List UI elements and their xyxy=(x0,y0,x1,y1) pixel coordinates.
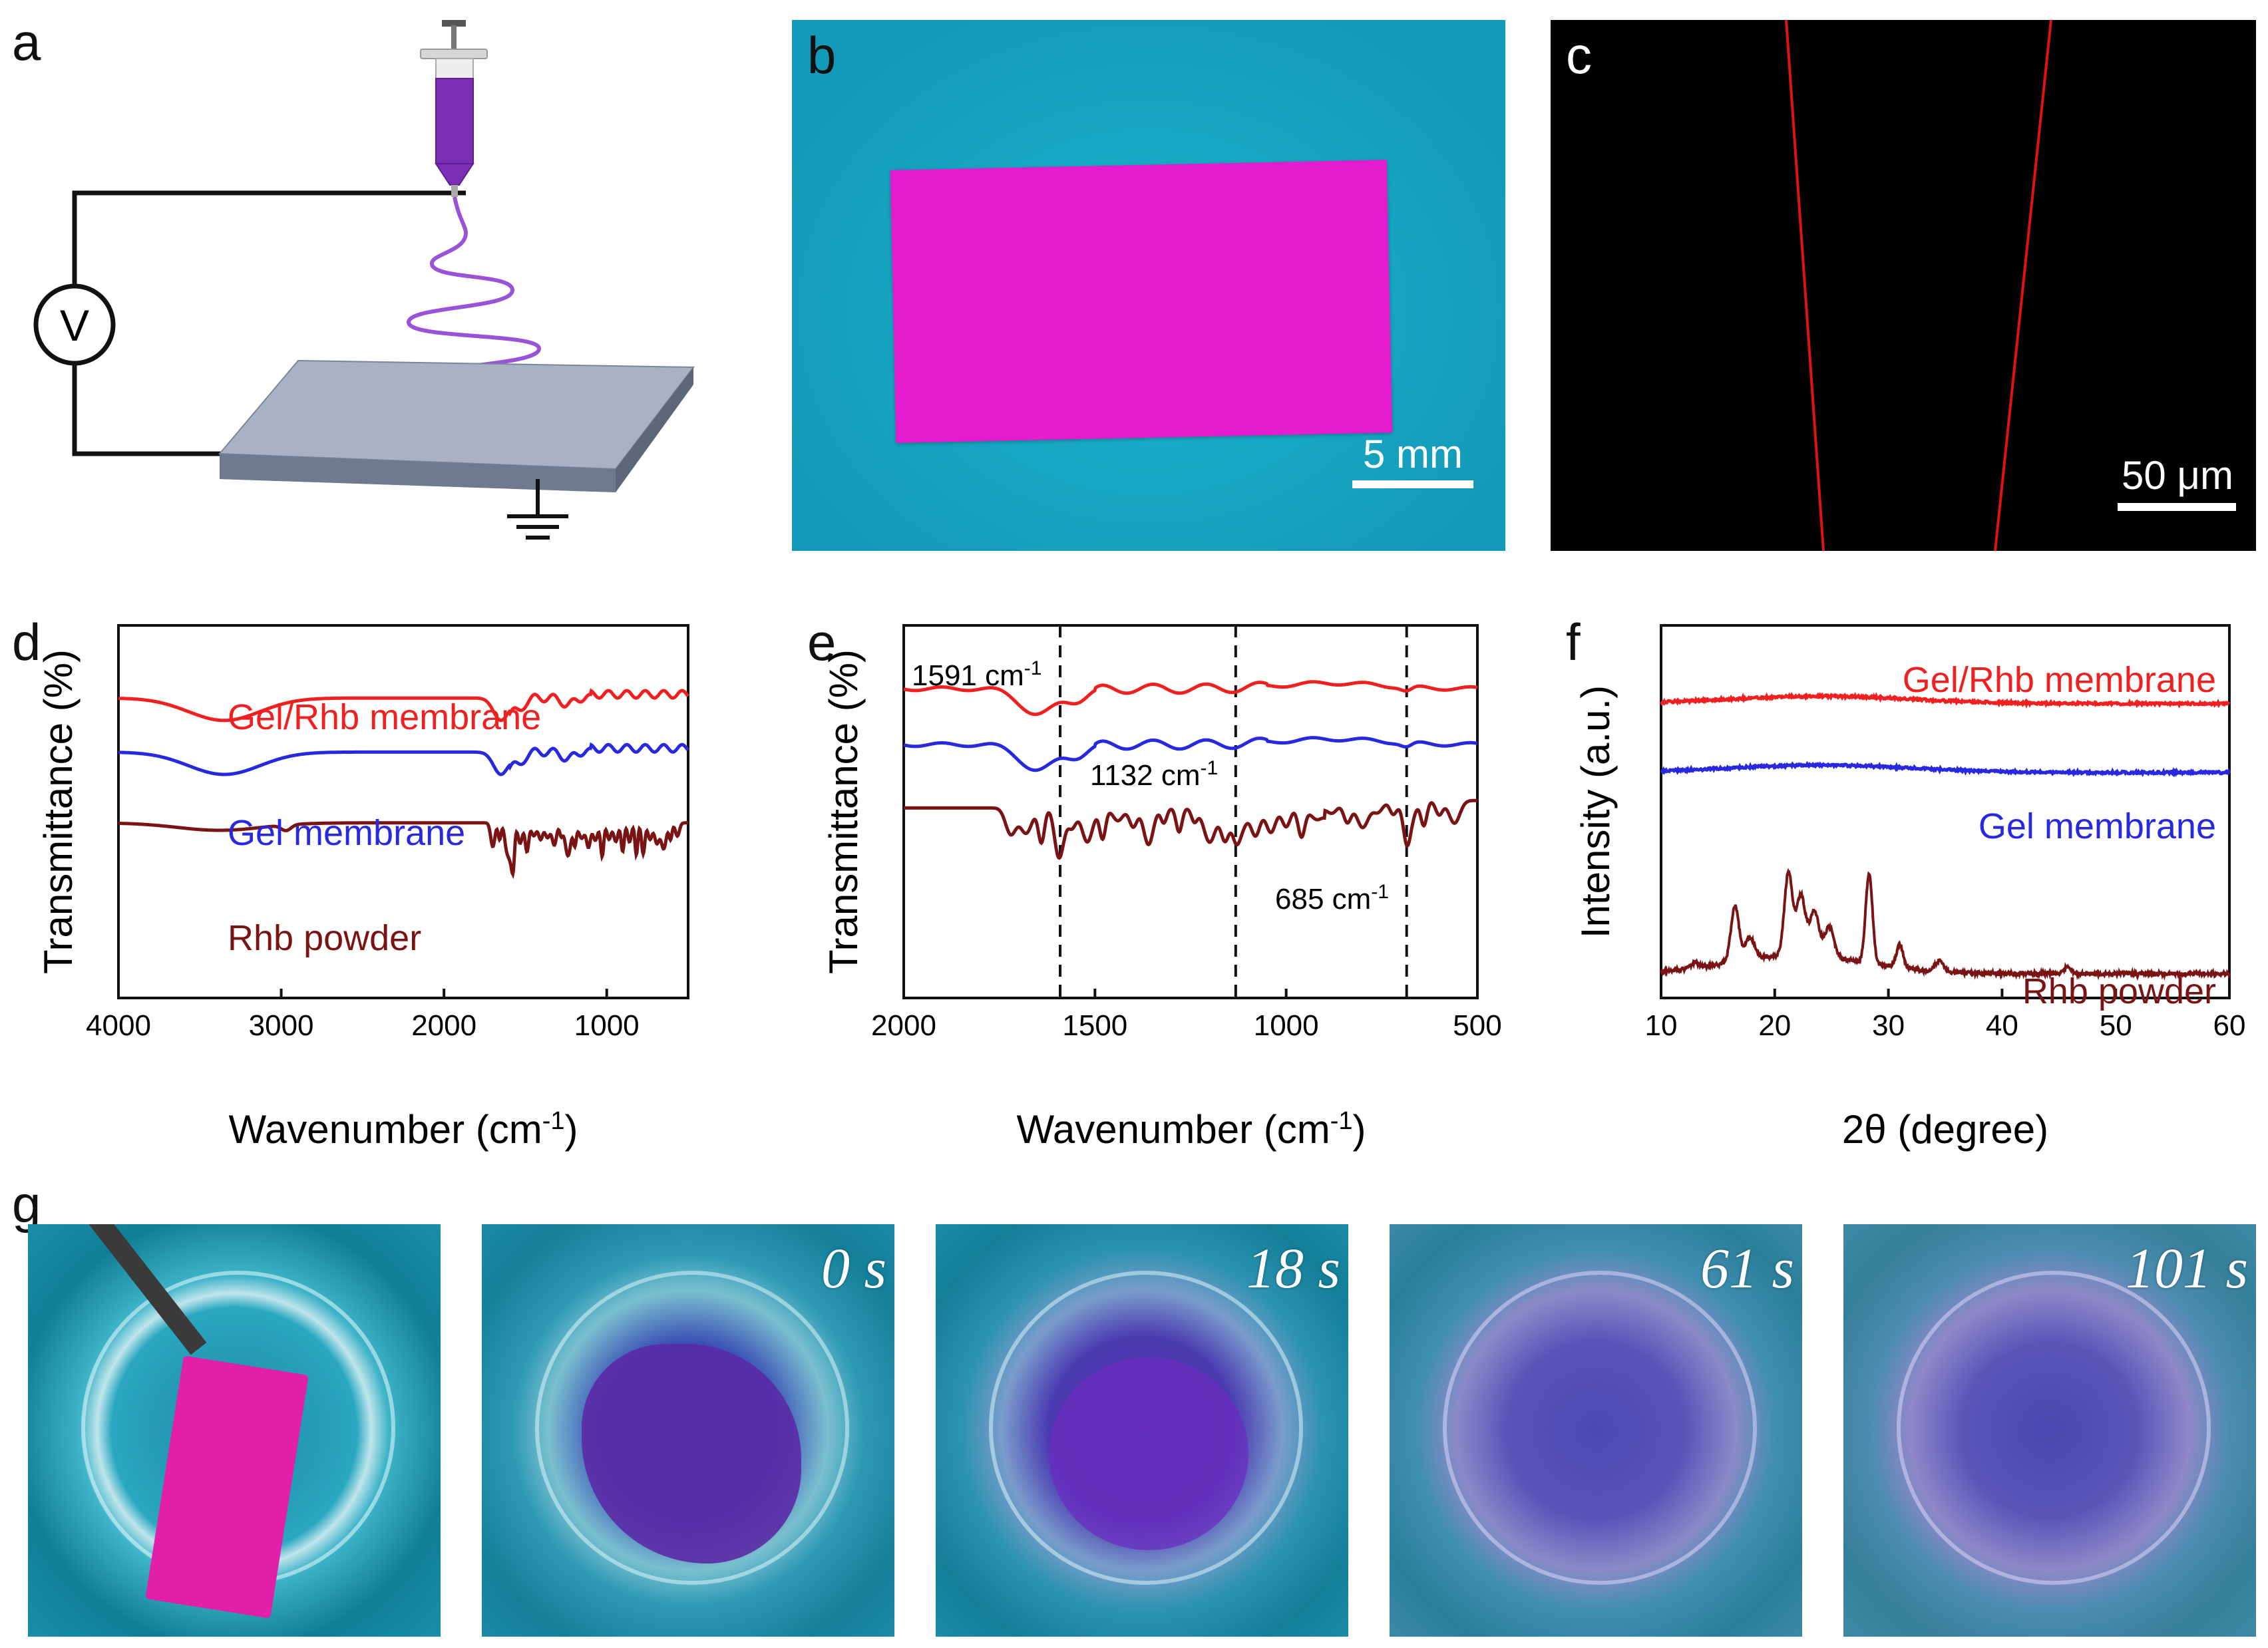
series-line-gel-rhb xyxy=(903,680,1478,717)
x-tick-label: 1000 xyxy=(1254,1009,1319,1042)
dissolving-membrane xyxy=(1049,1357,1248,1550)
scale-bar-b xyxy=(1352,480,1473,488)
annotation-685: 685 cm-1 xyxy=(1275,881,1389,916)
wire-top xyxy=(72,190,466,286)
membrane-photo: 5 mm xyxy=(792,20,1505,551)
series-line-rhb xyxy=(1660,868,2231,981)
xrd-chart-f: 10 20 30 40 50 60 2θ (degree) Intensity (a.u.… xyxy=(1573,624,2246,1152)
electrospinning-schematic: V xyxy=(33,20,695,540)
panel-label-e: e xyxy=(807,613,837,671)
time-label-0s: 0 s xyxy=(821,1236,886,1300)
annotation-1132: 1132 cm-1 xyxy=(1090,757,1218,792)
panel-label-b: b xyxy=(807,26,837,84)
x-ticks: 10 20 30 40 50 60 xyxy=(1645,989,2246,1042)
x-tick-label: 10 xyxy=(1645,1009,1678,1042)
y-axis-label: Transmittance (%) xyxy=(821,649,866,974)
beaker-photo-initial xyxy=(28,1224,441,1637)
legend-rhb: Rhb powder xyxy=(2022,971,2216,1011)
panel-label-d: d xyxy=(12,613,41,671)
x-ticks: 2000 1500 1000 500 xyxy=(871,989,1502,1042)
needle xyxy=(451,185,458,197)
time-label-61s: 61 s xyxy=(1700,1236,1794,1300)
y-axis-label: Transmittance (%) xyxy=(36,649,81,974)
x-tick-label: 30 xyxy=(1872,1009,1905,1042)
x-tick-label: 50 xyxy=(2100,1009,2132,1042)
time-label-18s: 18 s xyxy=(1246,1236,1340,1300)
x-tick-label: 4000 xyxy=(86,1009,151,1042)
series-line-gel xyxy=(903,736,1478,772)
plunger-rod xyxy=(451,25,457,52)
panel-label-a: a xyxy=(12,13,41,71)
x-tick-label: 2000 xyxy=(411,1009,476,1042)
series-line-gel xyxy=(118,742,689,776)
y-axis-label: Intensity (a.u.) xyxy=(1573,685,1618,938)
x-axis-label: 2θ (degree) xyxy=(1842,1107,2048,1152)
scale-label-b: 5 mm xyxy=(1363,432,1463,476)
series-line-rhb xyxy=(904,798,1477,860)
fiber-line-right xyxy=(1994,20,2052,551)
fiber-line-left xyxy=(1785,20,1825,551)
series-line-gel-rhb xyxy=(1659,692,2231,709)
legend-gel: Gel membrane xyxy=(1979,806,2216,846)
collector-plate-front xyxy=(220,454,616,492)
dissolving-membrane xyxy=(582,1344,801,1564)
x-tick-label: 3000 xyxy=(249,1009,314,1042)
ftir-chart-e: 2000 1500 1000 500 Wavenumber (cm-1) Transm… xyxy=(821,624,1502,1152)
x-tick-label: 60 xyxy=(2213,1009,2246,1042)
legend-gel: Gel membrane xyxy=(228,813,465,853)
syringe-flange xyxy=(420,49,488,59)
series-line-rhb xyxy=(118,821,688,880)
x-tick-label: 20 xyxy=(1758,1009,1791,1042)
x-axis-label: Wavenumber (cm-1) xyxy=(1017,1107,1366,1152)
x-ticks: 4000 3000 2000 1000 xyxy=(86,989,640,1042)
panel-label-f: f xyxy=(1566,613,1581,671)
legend-gel-rhb: Gel/Rhb membrane xyxy=(1903,660,2216,700)
legend-gel-rhb: Gel/Rhb membrane xyxy=(228,697,541,737)
series-line-gel-rhb xyxy=(118,688,689,723)
panel-label-g: g xyxy=(12,1175,41,1234)
plot-frame xyxy=(902,624,1479,999)
beaker-photo-61s: 61 s xyxy=(1390,1224,1802,1637)
x-axis-label: Wavenumber (cm-1) xyxy=(229,1107,578,1152)
collector-plate-top xyxy=(218,359,695,470)
legend-rhb: Rhb powder xyxy=(228,918,421,958)
series-line-gel xyxy=(1660,760,2231,778)
annotation-1591: 1591 cm-1 xyxy=(912,657,1041,693)
plot-frame xyxy=(1660,624,2231,999)
plot-frame xyxy=(117,624,689,999)
x-tick-label: 40 xyxy=(1986,1009,2018,1042)
x-tick-label: 500 xyxy=(1453,1009,1501,1042)
x-tick-label: 1000 xyxy=(574,1009,640,1042)
magenta-membrane xyxy=(890,160,1393,443)
scale-label-c: 50 μm xyxy=(2122,453,2233,498)
scale-bar-c xyxy=(2118,503,2236,511)
fiber-micrograph: 50 μm xyxy=(1551,20,2256,551)
voltage-symbol: V xyxy=(60,301,89,350)
ftir-chart-d: 4000 3000 2000 1000 Wavenumber (cm-1) Trans… xyxy=(36,624,689,1152)
wire-bottom xyxy=(72,363,233,456)
x-tick-label: 2000 xyxy=(871,1009,936,1042)
beaker-photo-18s: 18 s xyxy=(936,1224,1348,1637)
syringe-barrel-top xyxy=(435,58,474,79)
time-label-101s: 101 s xyxy=(2126,1236,2248,1300)
collector-plate-edge xyxy=(616,367,693,492)
syringe-tip xyxy=(435,163,474,186)
panel-label-c: c xyxy=(1566,26,1592,84)
plunger-cap xyxy=(442,20,466,27)
beaker-photo-101s: 101 s xyxy=(1843,1224,2256,1637)
reference-lines xyxy=(1059,625,1408,998)
syringe-solution xyxy=(435,78,474,164)
x-tick-label: 1500 xyxy=(1062,1009,1127,1042)
beaker-photo-0s: 0 s xyxy=(482,1224,894,1637)
voltmeter-icon xyxy=(33,283,116,366)
